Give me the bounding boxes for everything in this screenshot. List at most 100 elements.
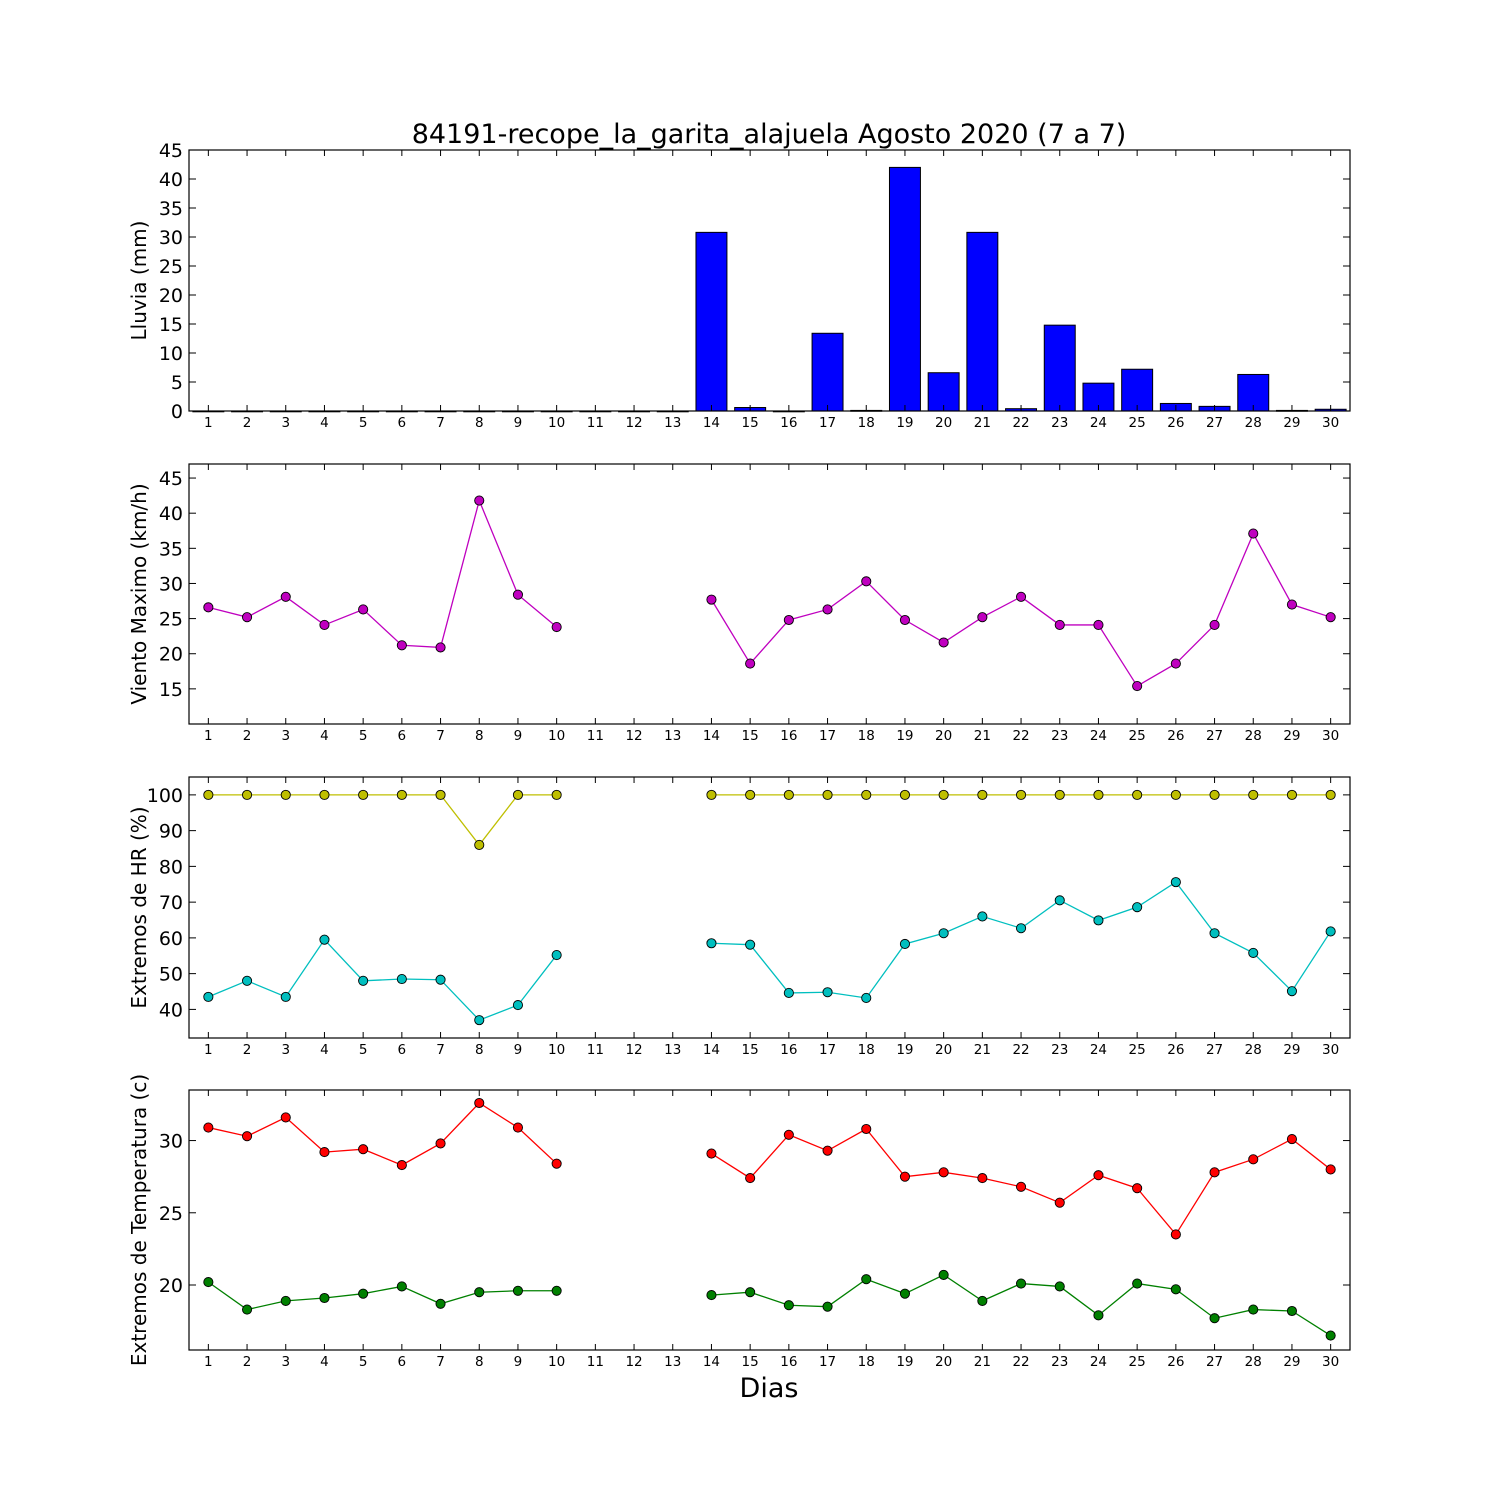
panel-4: 1 2 3 4 5 6 7 8 9 10 11 12 13 14 15 16 17 18 19 20 21 22 23 24 2… (127, 1074, 1351, 1370)
data-point-day-21 (977, 1295, 988, 1306)
data-point-day-14 (706, 1290, 717, 1301)
y-tick-label: 80 (159, 856, 183, 878)
x-tick-label: 8 (475, 415, 484, 431)
x-tick-label: 26 (1167, 415, 1184, 431)
data-point-day-19 (899, 789, 911, 800)
panel-3: 1 2 3 4 5 6 7 8 9 10 11 12 13 14 15 16 17 18 19 20 21 22 23 24 2… (127, 776, 1351, 1058)
panel-4-series-1 (203, 1097, 1336, 1240)
y-tick-label: 35 (159, 198, 183, 220)
x-tick-label: 10 (548, 728, 565, 744)
y-tick-label: 90 (159, 821, 183, 843)
data-point-day-8 (474, 495, 485, 506)
y-tick-label: 30 (159, 227, 183, 249)
x-tick-label: 28 (1245, 1354, 1262, 1370)
data-point-day-5 (358, 604, 369, 615)
data-point-day-9 (512, 1000, 524, 1011)
x-tick-label: 1 (204, 1354, 213, 1370)
x-tick-label: 26 (1167, 728, 1184, 744)
data-point-day-25 (1132, 1278, 1143, 1289)
data-point-day-4 (319, 619, 330, 630)
x-tick-label: 7 (436, 728, 445, 744)
x-tick-label: 15 (742, 415, 759, 431)
data-point-day-29 (1286, 789, 1297, 800)
data-point-day-9 (512, 1285, 524, 1296)
data-point-day-9 (512, 789, 524, 800)
data-point-day-10 (551, 1158, 562, 1169)
data-point-day-16 (783, 987, 794, 999)
x-tick-label: 24 (1090, 415, 1107, 431)
x-tick-label: 1 (204, 1042, 213, 1058)
data-point-day-24 (1093, 1310, 1104, 1321)
x-tick-label: 2 (243, 415, 252, 431)
x-tick-label: 19 (896, 1042, 913, 1058)
y-tick-label: 45 (159, 140, 183, 162)
data-point-day-2 (241, 1304, 253, 1315)
y-tick-label: 15 (159, 679, 183, 701)
data-point-day-7 (435, 974, 446, 985)
x-tick-label: 8 (475, 1354, 484, 1370)
x-tick-label: 29 (1283, 728, 1300, 744)
x-tick-label: 13 (664, 415, 681, 431)
x-tick-label: 14 (703, 415, 720, 431)
data-point-day-6 (396, 1281, 407, 1292)
y-axis-label: Viento Maximo (km/h) (127, 483, 151, 704)
panel-2-series-1 (203, 495, 1336, 692)
x-tick-label: 16 (780, 415, 797, 431)
y-tick-label: 10 (159, 343, 183, 365)
x-tick-label: 26 (1167, 1042, 1184, 1058)
x-tick-label: 10 (548, 1354, 565, 1370)
data-point-day-3 (280, 991, 291, 1002)
panel-3-series-1 (203, 789, 1336, 850)
data-point-day-30 (1325, 926, 1336, 937)
x-tick-label: 27 (1206, 728, 1223, 744)
data-point-day-23 (1054, 895, 1065, 906)
data-point-day-28 (1248, 789, 1259, 800)
rain-bar-day-19 (888, 166, 921, 412)
x-tick-label: 30 (1322, 728, 1339, 744)
data-point-day-6 (396, 1160, 407, 1171)
data-point-day-25 (1132, 789, 1143, 800)
x-axis-label: Dias (740, 1373, 799, 1404)
data-point-day-6 (396, 789, 407, 800)
data-point-day-7 (435, 1138, 446, 1149)
x-tick-label: 6 (398, 1042, 407, 1058)
y-tick-label: 20 (159, 644, 183, 666)
x-tick-label: 7 (436, 1354, 445, 1370)
series-line-segment-1 (208, 498, 558, 649)
x-tick-label: 13 (664, 1354, 681, 1370)
series-line-segment-1 (208, 1102, 558, 1166)
x-tick-label: 30 (1322, 1354, 1339, 1370)
data-point-day-2 (241, 1131, 253, 1142)
x-tick-label: 9 (514, 415, 523, 431)
data-point-day-19 (899, 938, 911, 950)
x-tick-label: 3 (281, 1042, 290, 1058)
x-tick-label: 14 (703, 1042, 720, 1058)
data-point-day-15 (745, 658, 756, 669)
x-tick-label: 13 (664, 1042, 681, 1058)
x-tick-label: 5 (359, 415, 368, 431)
data-point-day-14 (706, 938, 717, 949)
x-tick-label: 3 (281, 415, 290, 431)
x-tick-label: 29 (1283, 1354, 1300, 1370)
x-tick-label: 21 (974, 1354, 991, 1370)
data-point-day-23 (1054, 1197, 1065, 1208)
x-tick-label: 25 (1129, 728, 1146, 744)
x-tick-label: 28 (1245, 1042, 1262, 1058)
y-tick-label: 40 (159, 999, 183, 1021)
x-tick-label: 18 (858, 415, 875, 431)
x-tick-label: 1 (204, 728, 213, 744)
data-point-day-22 (1016, 1278, 1027, 1289)
data-point-day-30 (1325, 1330, 1336, 1341)
data-point-day-16 (783, 1300, 794, 1311)
data-point-day-24 (1093, 789, 1104, 800)
data-point-day-29 (1286, 599, 1297, 610)
data-point-day-30 (1325, 1164, 1336, 1175)
x-tick-label: 7 (436, 1042, 445, 1058)
x-tick-label: 11 (587, 415, 604, 431)
data-point-day-29 (1286, 1134, 1297, 1145)
data-point-day-20 (938, 1167, 949, 1178)
data-point-day-25 (1132, 902, 1143, 913)
data-point-day-20 (938, 789, 949, 800)
y-tick-label: 25 (159, 1203, 183, 1225)
x-tick-label: 12 (625, 1354, 642, 1370)
